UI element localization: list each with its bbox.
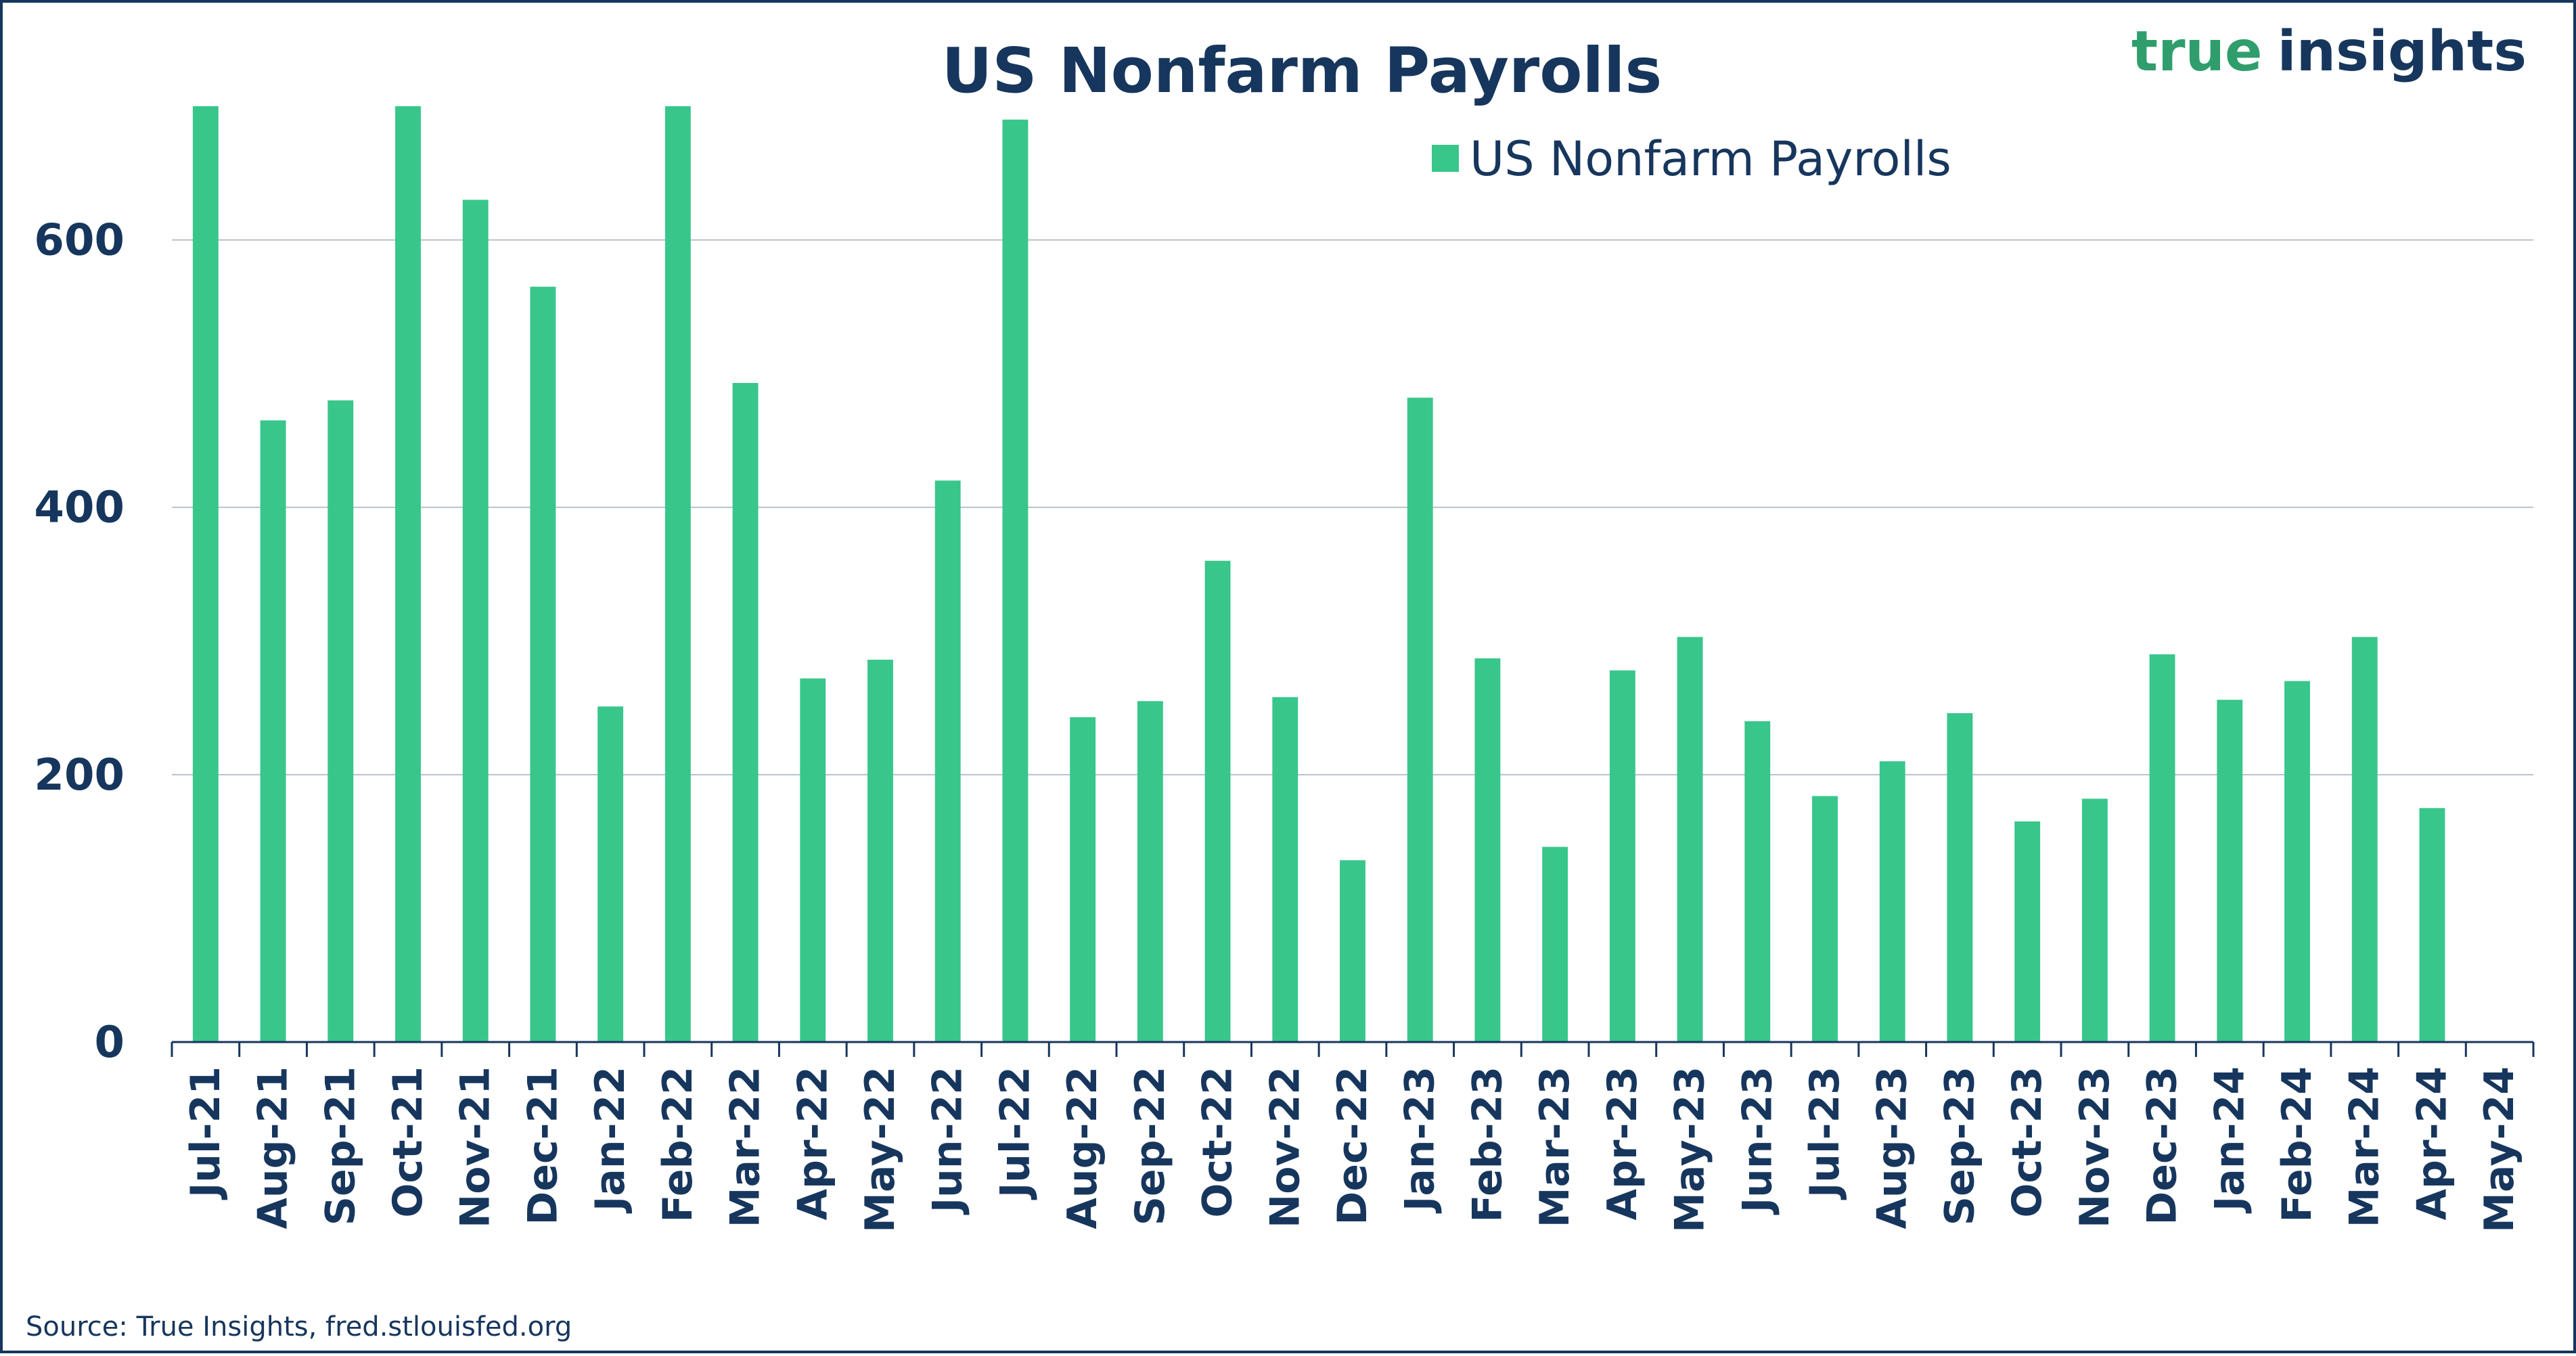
x-tick-label: Mar-24 bbox=[2341, 1066, 2389, 1227]
x-tick-label: May-24 bbox=[2476, 1066, 2523, 1233]
legend-swatch bbox=[1432, 145, 1459, 172]
x-tick-label: Mar-23 bbox=[1531, 1066, 1579, 1227]
x-tick-label: Feb-22 bbox=[654, 1066, 702, 1223]
x-tick-label: Jun-22 bbox=[924, 1066, 972, 1215]
x-tick-label: Aug-22 bbox=[1059, 1066, 1106, 1229]
x-tick-label: May-22 bbox=[857, 1066, 904, 1233]
bar-sep-21 bbox=[327, 400, 354, 1042]
x-tick-label: Nov-21 bbox=[452, 1066, 499, 1228]
x-tick-label: Jan-22 bbox=[587, 1066, 634, 1214]
bar-apr-24 bbox=[2419, 808, 2445, 1042]
x-tick-label: Dec-23 bbox=[2139, 1066, 2186, 1225]
bar-dec-21 bbox=[530, 286, 556, 1042]
y-tick-layer: 0 200 400 600 bbox=[34, 216, 125, 1068]
legend-label: US Nonfarm Payrolls bbox=[1470, 131, 1951, 187]
bar-feb-22 bbox=[664, 106, 691, 1042]
y-tick-label: 0 bbox=[94, 1018, 125, 1068]
bar-oct-21 bbox=[395, 106, 421, 1042]
x-tick-label: Feb-23 bbox=[1464, 1066, 1511, 1223]
brand-logo: true insights bbox=[2131, 20, 2527, 84]
x-tick-label: Jul-23 bbox=[1801, 1066, 1849, 1200]
bar-dec-23 bbox=[2149, 654, 2175, 1042]
bar-sep-22 bbox=[1137, 701, 1163, 1042]
source-note: Source: True Insights, fred.stlouisfed.o… bbox=[26, 1311, 572, 1342]
x-tick-label: Jun-23 bbox=[1734, 1066, 1781, 1215]
bar-dec-22 bbox=[1340, 860, 1365, 1042]
bar-jul-22 bbox=[1002, 119, 1029, 1043]
bar-feb-24 bbox=[2284, 681, 2310, 1042]
grid-layer bbox=[172, 239, 2533, 775]
bar-apr-22 bbox=[800, 678, 826, 1042]
x-tick-label: Sep-21 bbox=[317, 1066, 364, 1225]
x-tick-label: May-23 bbox=[1667, 1066, 1714, 1233]
x-tick-label: Aug-21 bbox=[250, 1066, 297, 1229]
brand-logo-insights: insights bbox=[2278, 20, 2527, 84]
bar-mar-23 bbox=[1542, 846, 1568, 1042]
x-tick-label: Apr-22 bbox=[789, 1066, 836, 1220]
bar-may-23 bbox=[1677, 637, 1703, 1042]
x-tick-label: Mar-22 bbox=[722, 1066, 769, 1227]
x-tick-label: Sep-22 bbox=[1127, 1066, 1174, 1225]
bar-jan-23 bbox=[1407, 397, 1433, 1042]
bar-feb-23 bbox=[1474, 658, 1501, 1042]
bar-may-22 bbox=[867, 659, 893, 1042]
bar-jan-24 bbox=[2217, 700, 2243, 1042]
bar-nov-22 bbox=[1272, 697, 1298, 1042]
x-tick-label: Dec-22 bbox=[1329, 1066, 1376, 1225]
axis-layer bbox=[171, 1041, 2535, 1057]
bar-oct-23 bbox=[2014, 821, 2041, 1042]
x-tick-label: Jan-24 bbox=[2206, 1066, 2253, 1214]
brand-logo-true: true bbox=[2131, 20, 2263, 84]
bar-apr-23 bbox=[1609, 670, 1635, 1042]
bar-jul-23 bbox=[1812, 796, 1838, 1042]
bar-nov-23 bbox=[2081, 798, 2108, 1042]
x-tick-label: Apr-23 bbox=[1599, 1066, 1646, 1220]
x-tick-label: Jul-22 bbox=[991, 1066, 1039, 1200]
y-tick-label: 200 bbox=[34, 750, 125, 800]
bar-aug-22 bbox=[1070, 717, 1096, 1042]
x-tick-label: Oct-21 bbox=[384, 1066, 432, 1218]
x-tick-label: Jul-21 bbox=[182, 1066, 229, 1200]
x-tick-label: Sep-23 bbox=[1936, 1066, 1983, 1225]
x-tick-label: Nov-23 bbox=[2071, 1066, 2119, 1228]
bar-oct-22 bbox=[1204, 560, 1231, 1042]
bar-mar-22 bbox=[732, 382, 759, 1042]
x-tick-layer: Jul-21 Aug-21 Sep-21 Oct-21 Nov-21 Dec-21 Jan-… bbox=[182, 1066, 2523, 1233]
bar-aug-23 bbox=[1879, 761, 1905, 1042]
bar-jun-23 bbox=[1744, 721, 1771, 1042]
chart-title: US Nonfarm Payrolls bbox=[942, 35, 1663, 107]
x-tick-label: Jan-23 bbox=[1397, 1066, 1444, 1214]
bar-aug-21 bbox=[260, 420, 286, 1042]
y-tick-label: 400 bbox=[34, 483, 125, 533]
x-tick-label: Apr-24 bbox=[2408, 1066, 2456, 1220]
chart-svg: US Nonfarm Payrolls true insights US Nonf… bbox=[26, 20, 2535, 1342]
bar-mar-24 bbox=[2351, 637, 2378, 1042]
x-tick-label: Aug-23 bbox=[1869, 1066, 1916, 1229]
x-tick-label: Oct-22 bbox=[1194, 1066, 1242, 1218]
bar-layer bbox=[192, 106, 2445, 1043]
bar-jul-21 bbox=[192, 106, 219, 1042]
bar-jun-22 bbox=[934, 480, 961, 1042]
x-tick-label: Dec-21 bbox=[519, 1066, 566, 1225]
x-tick-label: Nov-22 bbox=[1261, 1066, 1309, 1228]
x-tick-label: Oct-23 bbox=[2004, 1066, 2051, 1218]
x-tick-label: Feb-24 bbox=[2274, 1066, 2321, 1223]
bar-jan-22 bbox=[597, 706, 624, 1042]
bar-nov-21 bbox=[462, 200, 489, 1042]
bar-sep-23 bbox=[1947, 713, 1973, 1042]
y-tick-label: 600 bbox=[34, 216, 125, 266]
